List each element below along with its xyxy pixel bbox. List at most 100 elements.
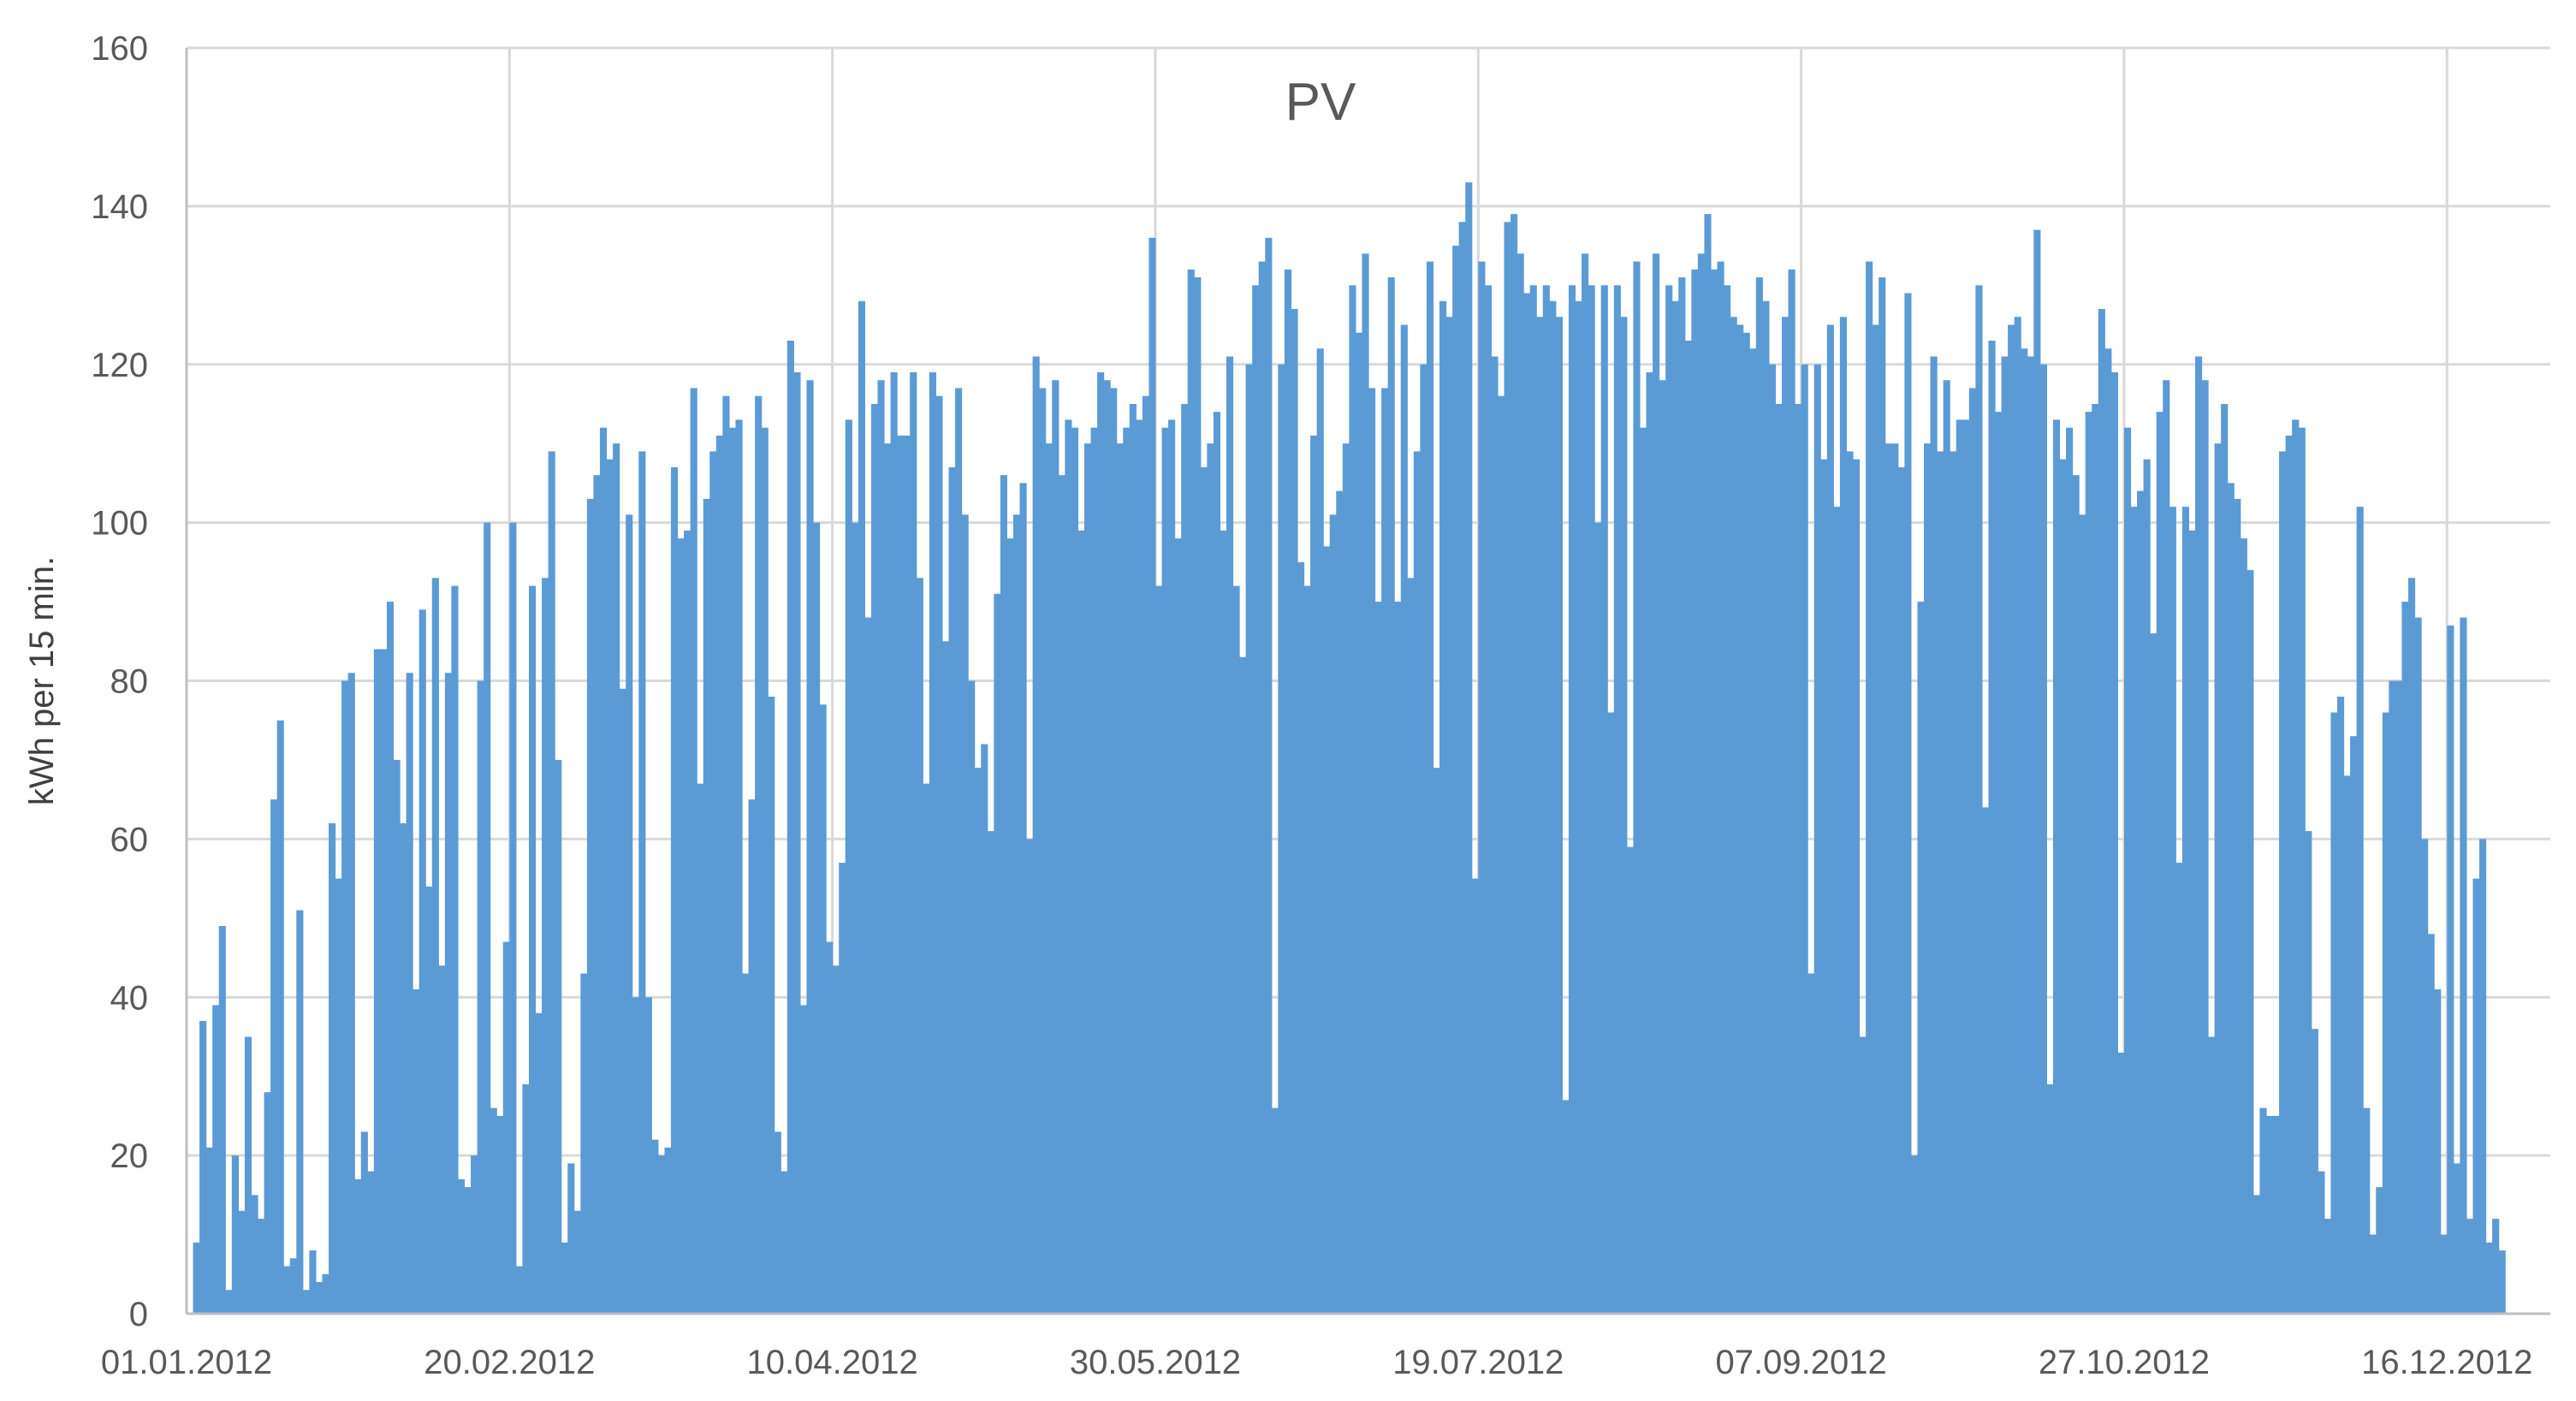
pv-bar <box>2389 680 2396 1314</box>
pv-bar <box>1000 475 1007 1314</box>
pv-bar <box>2369 1234 2377 1314</box>
pv-bar <box>1245 364 1253 1314</box>
pv-bar <box>657 1155 666 1315</box>
pv-bar <box>1710 269 1718 1315</box>
pv-bar <box>1517 253 1524 1315</box>
pv-bar <box>1995 412 2003 1315</box>
pv-bar <box>651 1139 659 1314</box>
pv-bar <box>347 673 355 1314</box>
pv-bar <box>2194 356 2203 1314</box>
pv-bar <box>2214 443 2222 1314</box>
pv-bar <box>1252 285 1260 1314</box>
pv-bar <box>1077 530 1085 1314</box>
pv-bar <box>1142 395 1150 1315</box>
pv-bar <box>1943 380 1950 1314</box>
pv-bar <box>703 498 710 1314</box>
pv-bar <box>1045 443 1053 1314</box>
pv-bar <box>2478 839 2487 1315</box>
pv-bar <box>496 1115 504 1314</box>
pv-bar <box>580 973 588 1314</box>
pv-bar <box>457 1178 466 1314</box>
pv-bar <box>2188 530 2196 1314</box>
pv-bar <box>2401 602 2409 1314</box>
pv-bar <box>2117 1052 2125 1314</box>
pv-bar <box>1316 348 1324 1314</box>
pv-bar <box>329 822 336 1314</box>
pv-bar <box>1265 237 1273 1315</box>
pv-bar <box>1026 839 1034 1315</box>
x-tick-label: 30.05.2012 <box>1070 1344 1241 1381</box>
pv-bar <box>1342 443 1350 1314</box>
pv-bar <box>302 1290 310 1314</box>
pv-bar <box>813 522 821 1315</box>
pv-bar <box>2292 419 2300 1315</box>
pv-bar <box>1879 277 1886 1314</box>
pv-bar <box>258 1219 265 1314</box>
pv-bar <box>2440 1234 2448 1314</box>
pv-bar <box>2234 498 2241 1314</box>
pv-bar <box>2072 475 2080 1314</box>
pv-bar <box>1872 324 1879 1314</box>
pv-bar <box>1161 427 1169 1315</box>
pv-bar <box>1633 261 1641 1315</box>
pv-bar <box>438 965 446 1314</box>
pv-bar <box>535 1012 543 1314</box>
pv-bar <box>283 1266 291 1314</box>
pv-bar <box>1491 356 1499 1314</box>
pv-bar <box>542 578 549 1314</box>
pv-bar <box>2008 324 2015 1314</box>
y-tick-label: 60 <box>110 821 149 858</box>
pv-bar <box>1575 300 1582 1314</box>
pv-bar <box>1039 388 1047 1315</box>
pv-bar <box>774 1131 781 1314</box>
pv-bar <box>1937 451 1944 1314</box>
pv-bar <box>1956 419 1963 1315</box>
pv-bar <box>1336 490 1344 1314</box>
pv-bar <box>690 388 697 1315</box>
pv-bar <box>2447 625 2454 1314</box>
pv-bar <box>994 593 1001 1314</box>
pv-bar <box>593 475 601 1314</box>
pv-bar <box>1820 459 1828 1314</box>
pv-bar <box>941 641 950 1314</box>
pv-bar <box>1323 546 1331 1314</box>
pv-bar <box>741 973 750 1314</box>
pv-bar <box>2485 1242 2493 1314</box>
pv-bar <box>890 371 898 1314</box>
pv-bar <box>968 680 976 1314</box>
pv-bar <box>2027 356 2034 1314</box>
pv-bar <box>199 1020 207 1314</box>
pv-bar <box>2330 712 2338 1314</box>
pv-bar <box>1213 412 1221 1315</box>
pv-bar <box>528 585 537 1314</box>
pv-bar <box>1329 514 1337 1314</box>
pv-bar <box>2059 459 2067 1314</box>
pv-bar <box>1433 768 1440 1314</box>
pv-bar <box>2427 934 2435 1314</box>
x-tick-label: 20.02.2012 <box>424 1344 595 1381</box>
pv-bar <box>2466 1219 2474 1314</box>
pv-bar <box>1653 253 1660 1315</box>
pv-bar <box>561 1242 568 1314</box>
pv-bar <box>1781 317 1790 1314</box>
pv-bar <box>1923 443 1932 1314</box>
pv-bar <box>910 371 917 1314</box>
pv-bar <box>1917 602 1925 1314</box>
pv-bar <box>2052 419 2061 1315</box>
pv-bar <box>1497 395 1505 1315</box>
pv-bar <box>2130 507 2138 1314</box>
pv-bar <box>2453 1163 2460 1314</box>
pv-bar <box>1297 561 1305 1314</box>
pv-bar <box>1471 878 1479 1314</box>
pv-bar <box>464 1187 472 1314</box>
pv-bar <box>2123 427 2132 1315</box>
pv-bar <box>1988 341 1996 1314</box>
pv-bar <box>2001 356 2009 1314</box>
pv-bar <box>477 680 484 1314</box>
pv-bar <box>884 443 892 1314</box>
pv-bar <box>877 380 885 1314</box>
pv-bar <box>2285 435 2293 1315</box>
pv-bar <box>2079 514 2086 1314</box>
pv-bar <box>2169 507 2176 1314</box>
